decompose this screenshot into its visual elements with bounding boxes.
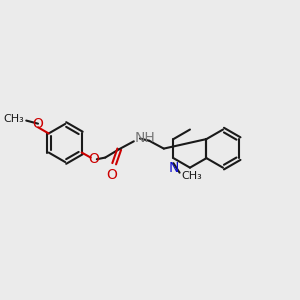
Text: CH₃: CH₃ bbox=[3, 115, 24, 124]
Text: O: O bbox=[88, 152, 100, 166]
Text: N: N bbox=[168, 161, 178, 175]
Text: O: O bbox=[106, 168, 117, 182]
Text: NH: NH bbox=[135, 131, 156, 145]
Text: CH₃: CH₃ bbox=[181, 170, 202, 181]
Text: O: O bbox=[32, 117, 43, 131]
